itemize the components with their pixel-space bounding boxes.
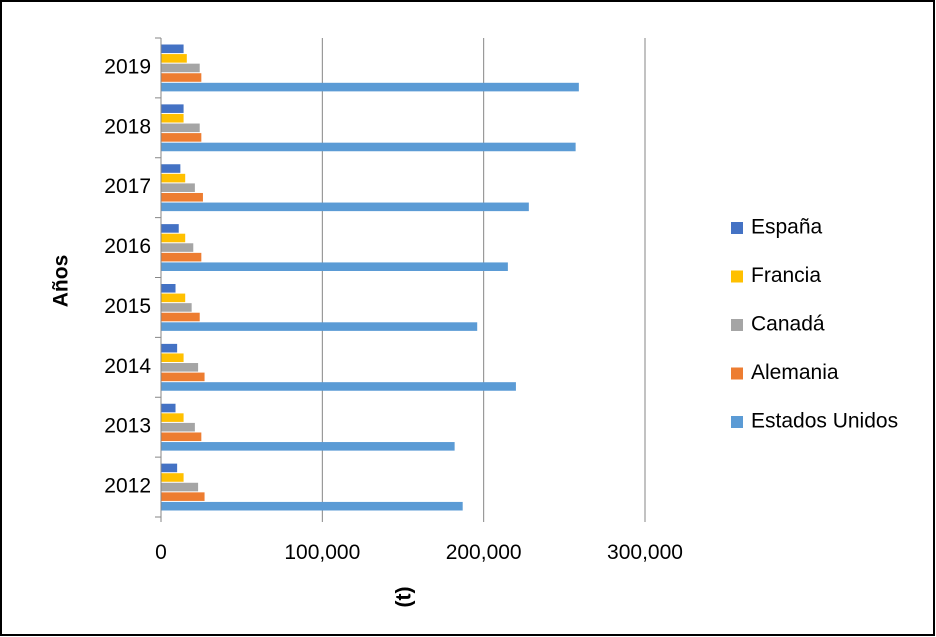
bar-canadá-2014 [161, 363, 199, 372]
bar-canadá-2016 [161, 243, 194, 252]
legend-entry: Francia [751, 264, 821, 287]
y-tick-label: 2016 [104, 235, 151, 258]
legend-entry: España [751, 216, 823, 239]
bar-alemania-2014 [161, 372, 205, 382]
bar-francia-2018 [161, 113, 184, 123]
bar-canadá-2019 [161, 63, 200, 73]
x-tick-label: 200,000 [446, 541, 522, 564]
bar-canadá-2018 [161, 123, 200, 133]
bar-francia-2019 [161, 54, 187, 63]
bar-españa-2019 [161, 44, 184, 54]
bar-alemania-2012 [161, 492, 205, 501]
bar-españa-2012 [161, 463, 178, 473]
bar-francia-2012 [161, 473, 184, 482]
bar-francia-2014 [161, 353, 184, 363]
bar-estados-unidos-2019 [161, 82, 579, 92]
legend-swatch [731, 319, 743, 331]
y-tick-label: 2017 [104, 175, 151, 198]
bar-francia-2016 [161, 233, 186, 243]
bar-estados-unidos-2014 [161, 382, 516, 391]
y-tick-label: 2013 [104, 415, 151, 438]
bar-españa-2013 [161, 403, 176, 413]
legend: España Francia Canadá Alemania Estados Unido… [731, 216, 898, 433]
legend-swatch [731, 270, 743, 283]
y-tick-label: 2012 [104, 475, 151, 498]
bar-españa-2017 [161, 164, 181, 173]
bar-españa-2018 [161, 104, 184, 113]
y-tick-label: 2015 [104, 295, 151, 318]
legend-swatch [731, 416, 743, 428]
bar-francia-2015 [161, 293, 186, 303]
y-tick-label: 2014 [104, 355, 151, 378]
legend-entry: Canadá [751, 313, 825, 336]
gridlines [321, 38, 646, 517]
bar-canadá-2015 [161, 303, 192, 312]
bar-alemania-2016 [161, 252, 202, 262]
bar-estados-unidos-2012 [161, 501, 463, 511]
bars [161, 44, 579, 511]
legend-entry: Estados Unidos [751, 410, 898, 433]
bar-canadá-2012 [161, 482, 199, 492]
legend-swatch [731, 367, 743, 380]
bar-estados-unidos-2016 [161, 262, 508, 271]
axes: 0 100,000 200,000 300,000 2012 2013 2014 2015 20… [104, 37, 683, 564]
bar-estados-unidos-2018 [161, 142, 576, 152]
bar-estados-unidos-2015 [161, 322, 478, 331]
y-axis-title: Años [50, 255, 73, 308]
bar-alemania-2018 [161, 133, 202, 142]
bar-canadá-2017 [161, 183, 195, 192]
x-tick-label: 0 [155, 541, 167, 564]
x-tick-label: 100,000 [284, 541, 360, 564]
x-axis-title: (t) [393, 587, 416, 608]
bar-alemania-2019 [161, 73, 202, 82]
y-tick-label: 2019 [104, 55, 151, 78]
bar-españa-2014 [161, 343, 178, 353]
bar-alemania-2017 [161, 192, 203, 202]
bar-canadá-2013 [161, 422, 195, 432]
x-tick-label: 300,000 [607, 541, 683, 564]
legend-swatch [731, 222, 743, 234]
bar-españa-2016 [161, 224, 179, 233]
y-tick-label: 2018 [104, 115, 151, 138]
legend-entry: Alemania [751, 361, 839, 384]
bar-alemania-2015 [161, 312, 200, 322]
bar-estados-unidos-2017 [161, 202, 529, 212]
bar-estados-unidos-2013 [161, 442, 455, 451]
bar-francia-2013 [161, 413, 184, 422]
bar-francia-2017 [161, 173, 186, 183]
bar-españa-2015 [161, 284, 176, 293]
bar-alemania-2013 [161, 432, 202, 442]
